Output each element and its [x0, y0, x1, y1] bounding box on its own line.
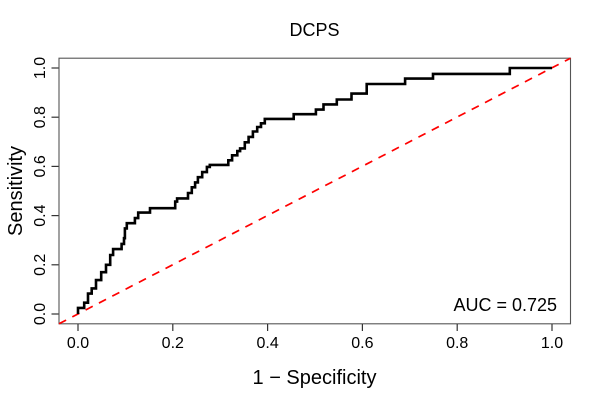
- chart-title: DCPS: [289, 20, 339, 40]
- x-tick-label: 1.0: [541, 335, 563, 352]
- auc-annotation: AUC = 0.725: [453, 295, 557, 315]
- chance-diagonal-line: [58, 57, 571, 325]
- x-axis-ticks: 0.0 0.2 0.4 0.6 0.8 1.0: [67, 324, 563, 352]
- y-tick-label: 0.4: [32, 204, 49, 226]
- y-axis-title: Sensitivity: [5, 146, 27, 236]
- y-tick-label: 0.2: [32, 254, 49, 276]
- y-tick-label: 1.0: [32, 57, 49, 79]
- x-tick-label: 0.4: [256, 335, 278, 352]
- x-tick-label: 0.8: [446, 335, 468, 352]
- y-tick-label: 0.6: [32, 155, 49, 177]
- x-axis-title: 1 − Specificity: [253, 367, 377, 389]
- roc-curve: [76, 66, 552, 314]
- plot-box: [58, 57, 572, 325]
- y-tick-label: 0.0: [32, 303, 49, 325]
- x-tick-label: 0.6: [351, 335, 373, 352]
- x-tick-label: 0.2: [162, 335, 184, 352]
- y-axis-ticks: 0.0 0.2 0.4 0.6 0.8 1.0: [32, 57, 59, 325]
- x-tick-label: 0.0: [67, 335, 89, 352]
- y-tick-label: 0.8: [32, 106, 49, 128]
